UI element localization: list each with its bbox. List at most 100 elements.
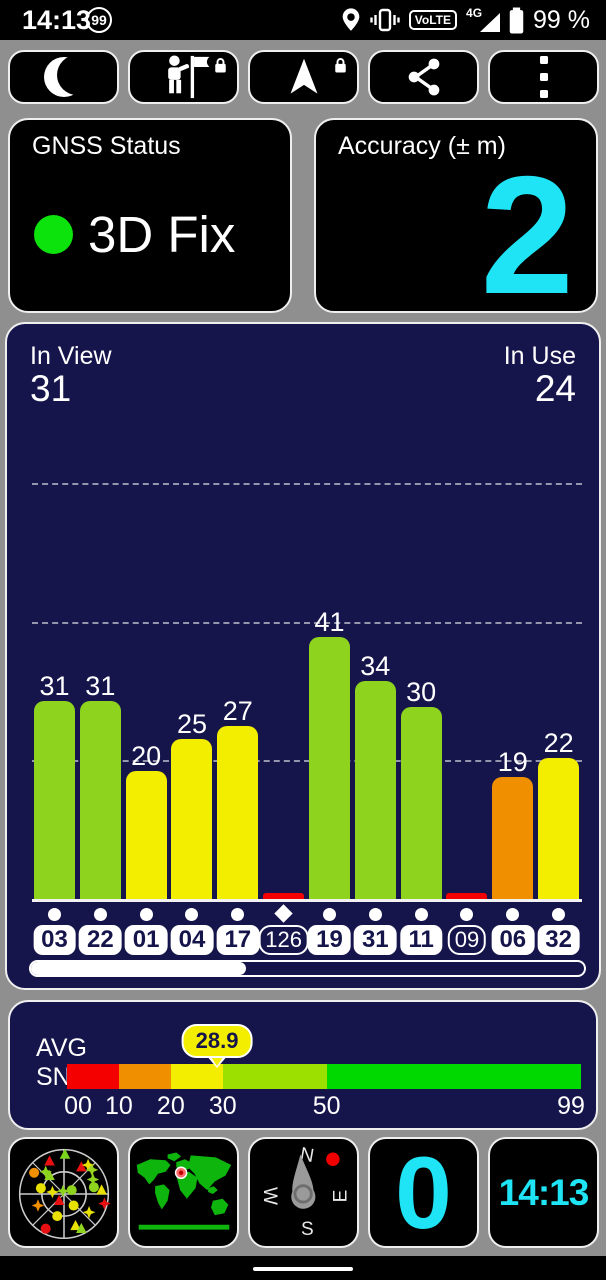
snr-value-label: 25 (176, 709, 207, 739)
sky-sat-triangle (43, 1154, 55, 1166)
clock-value: 14:13 (498, 1171, 590, 1213)
snr-value-label: 30 (406, 677, 437, 707)
sky-sat-star (56, 1184, 69, 1197)
snr-bar-09 (446, 893, 488, 899)
sky-sat-star (81, 1158, 94, 1171)
gridline (32, 760, 582, 762)
status-time: 14:13 (22, 5, 92, 35)
tile-sky-view[interactable] (8, 1137, 119, 1248)
sat-id-pill: 04 (170, 925, 214, 955)
snr-bar-03 (34, 701, 75, 899)
heading-dot (326, 1152, 340, 1166)
navigation-button[interactable] (248, 50, 359, 104)
sky-sat-circle (28, 1167, 39, 1178)
sat-id-pill: 32 (537, 925, 580, 955)
gridline (32, 622, 582, 624)
share-icon (408, 58, 439, 96)
sky-sat-circle (35, 1182, 46, 1193)
snr-bar-06 (492, 777, 534, 899)
avg-label: AVG (36, 1034, 87, 1062)
tile-compass[interactable]: N W E S (248, 1137, 359, 1248)
snr-value-label: 19 (497, 747, 528, 777)
in-view-value: 31 (30, 368, 72, 409)
snr-value-label: 31 (39, 671, 70, 701)
in-view-label: In View (30, 342, 112, 370)
snr-bar-126 (263, 893, 305, 899)
tile-speed[interactable]: 0 (368, 1137, 479, 1248)
sky-sat-circle (40, 1223, 51, 1234)
network-type-label: 4G (466, 6, 483, 20)
sat-id-pill: 31 (353, 925, 397, 955)
sat-dot-marker (185, 908, 199, 921)
satellite-markers (28, 1148, 111, 1234)
night-mode-button[interactable] (8, 50, 119, 104)
compass-south-label: S (301, 1219, 314, 1240)
snr-tick-label: 00 (64, 1092, 92, 1120)
snr-value-label: 20 (131, 741, 162, 771)
sky-sat-triangle (69, 1219, 81, 1230)
chart-scrollbar-thumb[interactable] (31, 962, 246, 975)
snr-bar-17 (217, 726, 259, 899)
sat-id-pill: 09 (447, 925, 487, 955)
fix-status-dot (34, 215, 73, 254)
battery-percent: 99 % (533, 5, 590, 34)
signal-strength-icon: 4G (466, 6, 501, 34)
accuracy-card: Accuracy (± m) 2 (314, 118, 598, 329)
snr-scale-segment (326, 1064, 582, 1089)
snr-scale-segment (118, 1064, 171, 1089)
speed-value: 0 (395, 1137, 452, 1248)
sky-sat-star (82, 1205, 95, 1219)
sky-sat-triangle (75, 1160, 87, 1171)
accuracy-value: 2 (480, 140, 574, 329)
sky-view-plot (18, 1148, 111, 1239)
sat-id-pill: 11 (400, 925, 442, 955)
gridline (32, 483, 582, 485)
snr-bar-01 (125, 771, 167, 899)
share-button[interactable] (368, 50, 479, 104)
compass-needle (291, 1152, 340, 1209)
snr-value-label: 27 (222, 696, 253, 726)
sky-sat-circle (68, 1200, 79, 1211)
tile-world-map[interactable] (128, 1137, 239, 1248)
sat-id-pill: 126 (258, 925, 309, 955)
snr-scale-segment (222, 1064, 327, 1089)
sky-sat-triangle (75, 1222, 87, 1233)
snr-bar-19 (308, 637, 350, 899)
lock-icon (215, 58, 226, 73)
sky-sat-star (85, 1163, 98, 1176)
gesture-pill[interactable] (253, 1267, 353, 1271)
chart-scrollbar[interactable] (29, 960, 586, 977)
accuracy-card-title: Accuracy (± m) (338, 132, 506, 160)
battery-icon (509, 7, 524, 33)
sky-sat-triangle (53, 1194, 64, 1205)
snr-tick-label: 50 (312, 1092, 341, 1120)
volte-badge: VoLTE (408, 10, 458, 30)
lock-icon (335, 58, 346, 73)
snr-value-label: 22 (543, 728, 574, 758)
position-marker (174, 1166, 187, 1179)
sat-dot-marker (322, 908, 336, 921)
sat-dot-marker (231, 908, 245, 921)
sat-dot-marker (93, 908, 107, 921)
sat-dot-marker (414, 908, 428, 921)
sat-id-pill: 17 (216, 925, 260, 955)
overflow-menu-button[interactable] (488, 50, 599, 104)
snr-tick-label: 99 (557, 1092, 585, 1120)
moon-icon (43, 55, 97, 97)
avg-snr-card: AVG SNR 00 10 20 30 50 99 28.9 (8, 1000, 598, 1130)
snr-bar-04 (171, 739, 213, 899)
snr-scale-segment (170, 1064, 223, 1089)
sat-dot-marker (48, 908, 61, 921)
status-icons: VoLTE 4G 99 % (341, 0, 590, 40)
tile-clock[interactable]: 14:13 (488, 1137, 599, 1248)
snr-bar-32 (538, 758, 580, 899)
sky-sat-circle (51, 1210, 62, 1221)
waypoints-button[interactable] (128, 50, 239, 104)
nav-arrow-icon (290, 58, 317, 94)
sat-diamond-marker (274, 904, 293, 923)
sat-dot-marker (460, 908, 474, 921)
sky-sat-circle (88, 1181, 99, 1192)
sky-sat-star (38, 1165, 52, 1178)
snr-tick-label: 10 (105, 1092, 133, 1120)
